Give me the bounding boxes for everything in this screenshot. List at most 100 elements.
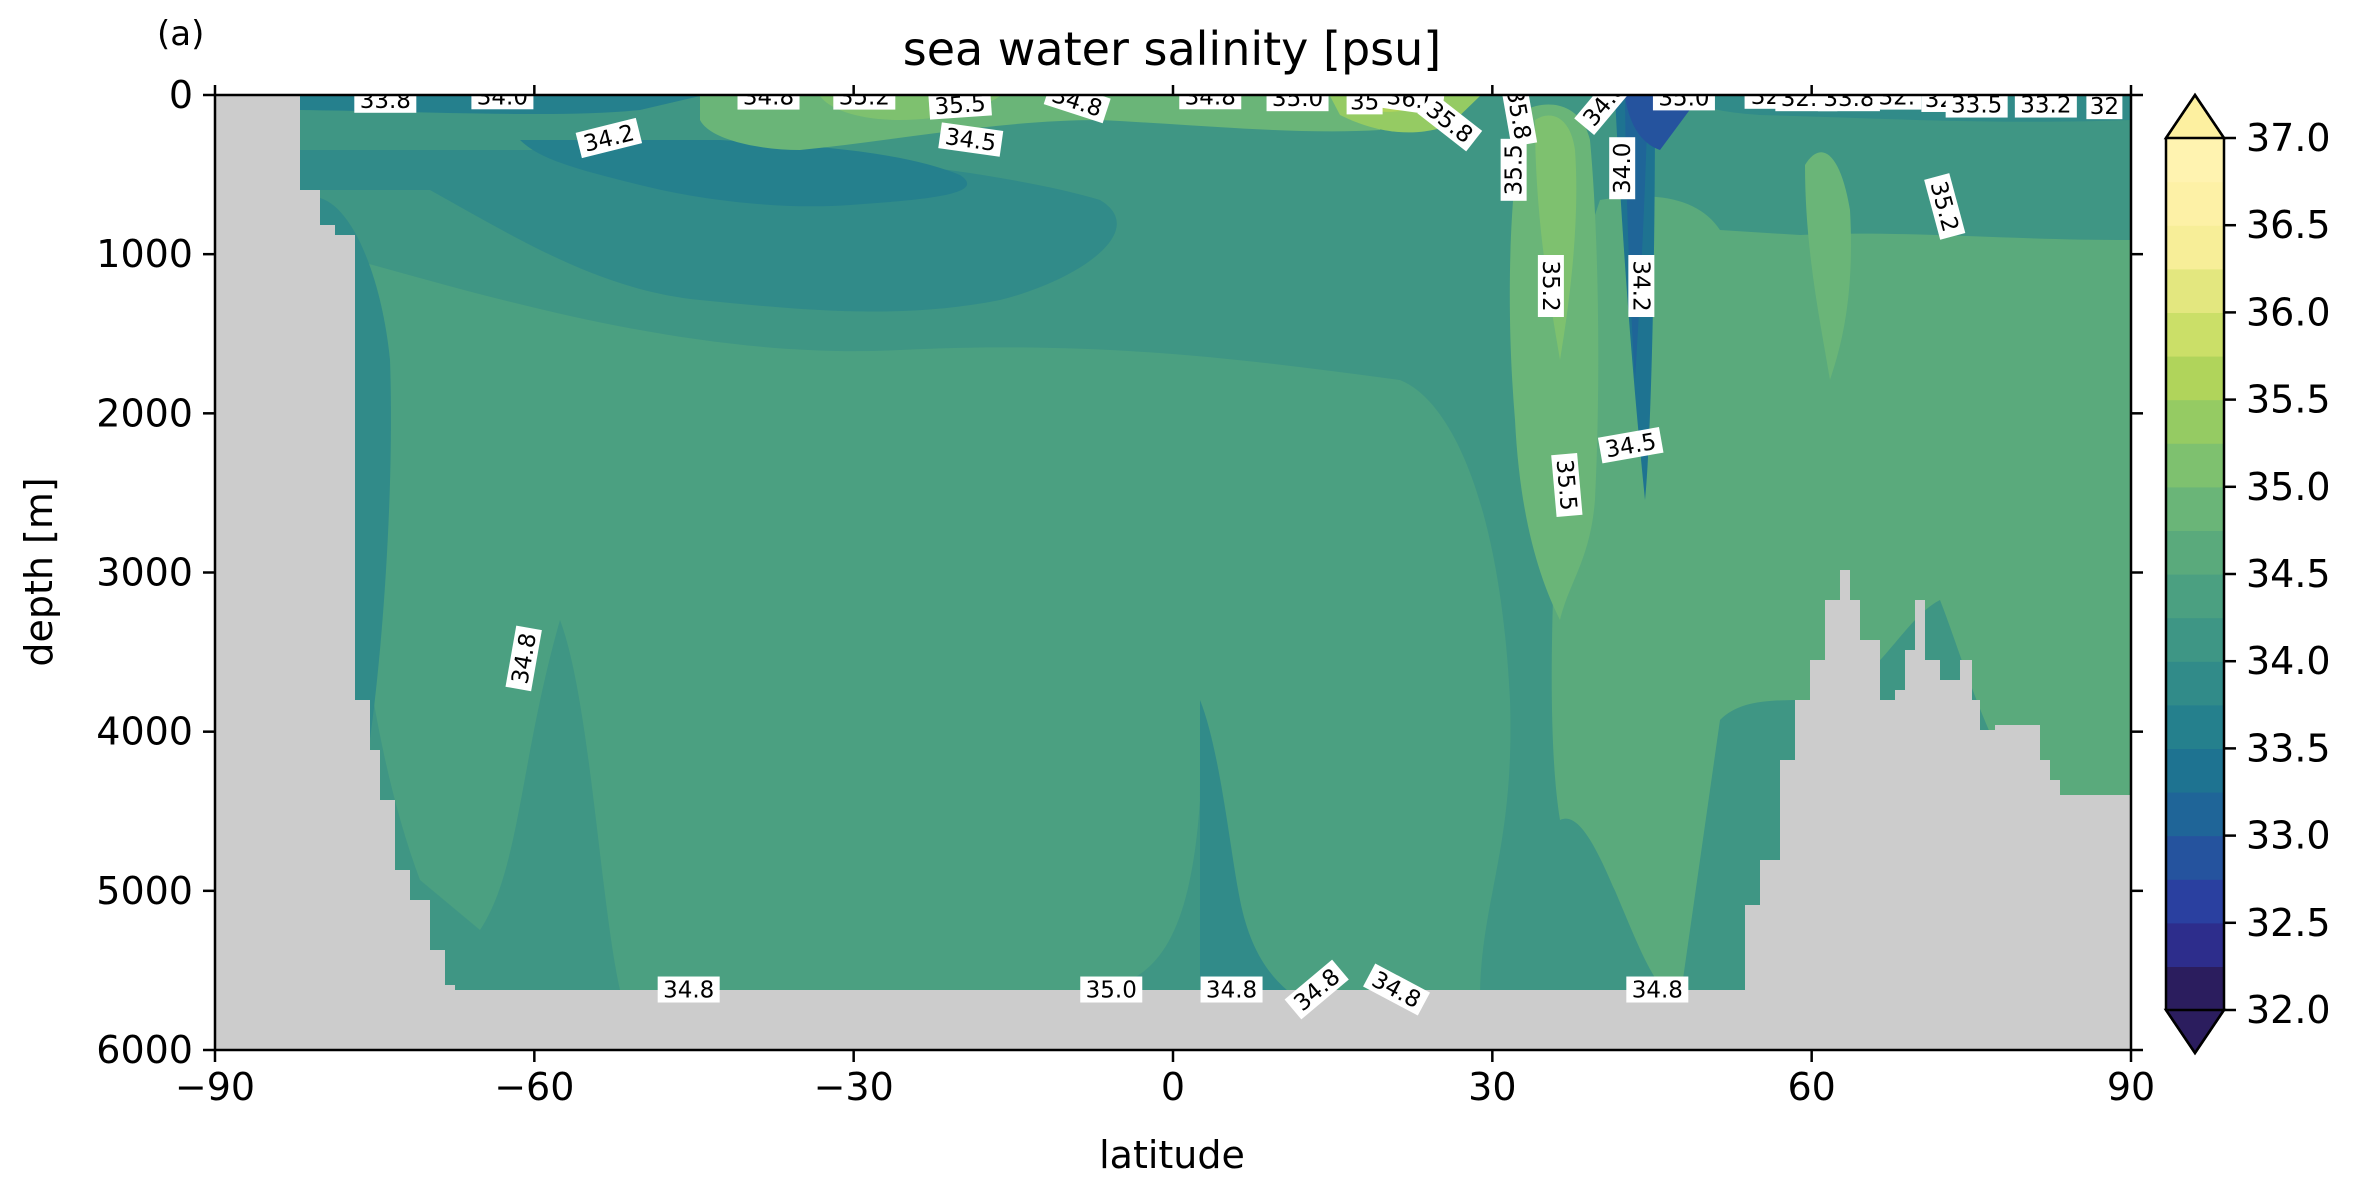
panel-label: (a) — [157, 14, 204, 54]
x-tick-label: 60 — [1787, 1065, 1835, 1109]
contour-label-bg — [1945, 95, 2008, 118]
contour-label: 35.0 — [1266, 95, 1329, 112]
contour-label-text: 33.2 — [2020, 93, 2071, 119]
contour-label-bg — [2086, 95, 2123, 120]
contour-label-text: 35.0 — [1658, 85, 1709, 111]
band-34.25 — [520, 140, 968, 207]
contour-label: 35.2 — [1537, 255, 1564, 317]
antarctic-land — [215, 95, 600, 1050]
contour-label: 34.8 — [1200, 976, 1263, 1004]
colorbar-swatch — [2166, 312, 2224, 357]
y-tick-label: 3000 — [96, 551, 193, 595]
contour-label-bg — [737, 95, 800, 110]
contour-label-bg — [1597, 426, 1664, 464]
contour-label-bg — [938, 122, 1004, 157]
contour-label: 34.0 — [1609, 137, 1636, 200]
contour-label-bg — [1417, 95, 1483, 152]
colorbar-swatch — [2166, 792, 2224, 837]
contour-label-bg — [657, 976, 720, 1003]
contour-label-bg — [354, 95, 417, 113]
contour-label-text: 34.2 — [1627, 260, 1653, 311]
x-tick-label: −30 — [814, 1065, 894, 1109]
contour-label: 32. — [1872, 85, 1922, 111]
contour-label-text: 35.2 — [1537, 260, 1563, 311]
contour-label: 33.8 — [354, 88, 417, 114]
plot-area: 33.8 34.034.234.8 35.2 35.534.534.8 34.8 35.0… — [215, 84, 2131, 1050]
contour-label: 35.0 — [1080, 976, 1143, 1004]
contour-labels: 33.8 34.034.234.8 35.2 35.534.534.8 34.8 35.0… — [354, 84, 2123, 1020]
contour-label: 35.2 — [833, 85, 896, 111]
contour-label-bg — [1266, 95, 1329, 112]
contour-label-text: 35.5 — [1502, 144, 1528, 195]
contour-label-bg — [1574, 95, 1634, 136]
contour-label: 34.8 — [1179, 84, 1242, 110]
contour-label: 33.8 — [1817, 86, 1880, 112]
contour-label-text: 33.8 — [360, 88, 411, 114]
contour-label-bg — [1626, 976, 1689, 1003]
colorbar-under-arrow — [2163, 1008, 2227, 1056]
y-tick-label: 1000 — [96, 232, 193, 276]
contour-label: 34.2 — [1627, 255, 1655, 317]
contour-label-text: 34.8 — [1632, 978, 1683, 1004]
contour-label-text: 34.8 — [1206, 978, 1257, 1004]
contour-label-text: 32. — [1879, 85, 1916, 111]
contour-label-text: 35.2 — [839, 85, 890, 111]
colorbar-swatch — [2166, 617, 2224, 662]
colorbar-swatch — [2166, 486, 2224, 531]
contour-label-bg — [1537, 255, 1564, 317]
colorbar-tick-label: 32.0 — [2246, 988, 2331, 1032]
colorbar-tick-label: 35.5 — [2246, 378, 2331, 422]
contour-label-text: 34.8 — [1185, 84, 1236, 110]
colorbar-swatch — [2166, 661, 2224, 706]
contour-label-bg — [1551, 452, 1583, 517]
x-axis: −90 −60 −30 0 30 60 90 — [175, 85, 2155, 1109]
colorbar-swatch — [2166, 530, 2224, 575]
x-tick-label: 90 — [2107, 1065, 2155, 1109]
chart-title: sea water salinity [psu] — [903, 22, 1442, 76]
colorbar-swatch — [2166, 356, 2224, 401]
contour-label: 35.5 — [1500, 138, 1528, 201]
contour-label-bg — [1924, 173, 1966, 240]
colorbar-tick-label: 37.0 — [2246, 116, 2331, 160]
x-tick-label: 0 — [1161, 1065, 1185, 1109]
contour-label: 35.5 — [1551, 452, 1583, 517]
y-tick-label: 6000 — [96, 1028, 193, 1072]
y-tick-label: 0 — [169, 73, 193, 117]
colorbar-tick-label: 34.5 — [2246, 552, 2331, 596]
contour-label-text: 35.5 — [1551, 458, 1581, 511]
contour-label-bg — [2014, 95, 2077, 118]
contour-label-text: 35 — [1350, 89, 1379, 115]
contour-label: 33.2 — [2014, 93, 2077, 119]
contour-label-bg — [1179, 95, 1242, 110]
contour-label-bg — [833, 95, 896, 110]
contour-label-bg — [1628, 255, 1655, 317]
colorbar-tick-label: 36.5 — [2246, 203, 2331, 247]
contour-label-bg — [575, 117, 643, 159]
contour-label-bg — [1346, 95, 1383, 115]
x-axis-label: latitude — [1099, 1133, 1245, 1177]
band-35.75-plume — [1535, 115, 1577, 360]
contour-label-text: 32 — [2090, 94, 2119, 120]
x-tick-label: 30 — [1468, 1065, 1516, 1109]
y-axis-label: depth [m] — [17, 477, 61, 666]
colorbar-tick-label: 32.5 — [2246, 901, 2331, 945]
arctic-ridge — [1745, 570, 2131, 1050]
contour-label-text: 34.0 — [1610, 143, 1636, 194]
colorbar-tick-label: 33.0 — [2246, 814, 2331, 858]
colorbar-swatch — [2166, 704, 2224, 749]
colorbar-tick-label: 35.0 — [2246, 465, 2331, 509]
contour-label: 35.8 — [1501, 95, 1538, 147]
colorbar-swatch — [2166, 443, 2224, 488]
contour-label-bg — [1609, 137, 1636, 200]
colorbar-over-arrow — [2163, 92, 2227, 140]
y-axis: 0 1000 2000 3000 4000 5000 6000 — [96, 73, 2143, 1072]
contour-label-text: 33.8 — [1823, 86, 1874, 112]
y-tick-label: 2000 — [96, 391, 193, 435]
colorbar-swatch — [2166, 879, 2224, 924]
colorbar-swatch — [2166, 399, 2224, 444]
contour-label-bg — [505, 625, 542, 692]
colorbar: 32.0 32.5 33.0 33.5 34.0 34.5 35.0 35.5 36.0 36.5… — [2163, 92, 2331, 1056]
colorbar-swatch — [2166, 966, 2224, 1011]
contour-label-bg — [1284, 959, 1349, 1020]
contour-label-text: 34.8 — [663, 978, 714, 1004]
